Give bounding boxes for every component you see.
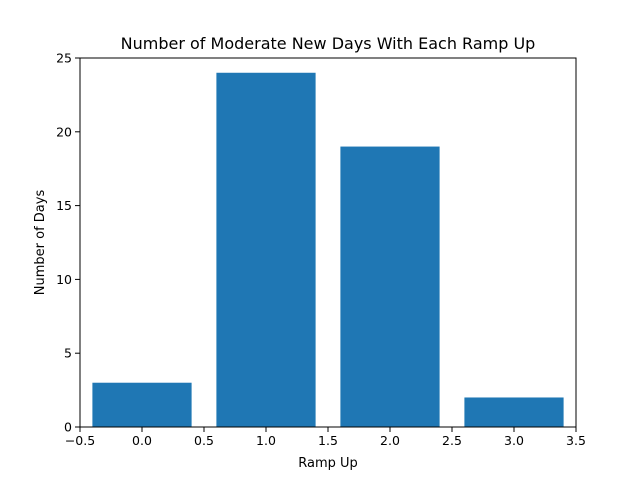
x-ticks: −0.5 0.0 0.5 1.0 1.5 2.0 2.5 3.0 3.5 [65, 427, 586, 448]
bar-3 [464, 397, 564, 427]
y-tick-label: 5 [64, 346, 72, 361]
bar-0 [92, 382, 192, 427]
x-tick-label: 1.5 [318, 433, 338, 448]
plot-area: −0.5 0.0 0.5 1.0 1.5 2.0 2.5 3.0 3.5 0 5 10 15 20 25 [56, 51, 586, 449]
y-tick-label: 10 [56, 272, 72, 287]
axes-frame [79, 57, 577, 428]
x-tick-label: 1.0 [256, 433, 276, 448]
x-tick-label: 0.0 [132, 433, 152, 448]
x-tick-label: 0.5 [194, 433, 214, 448]
y-tick-label: 25 [56, 51, 72, 66]
x-tick-label: 3.5 [566, 433, 586, 448]
y-tick-label: 20 [56, 124, 72, 139]
y-tick-label: 15 [56, 198, 72, 213]
chart-title: Number of Moderate New Days With Each Ra… [121, 34, 536, 53]
y-ticks: 0 5 10 15 20 25 [56, 51, 80, 435]
y-tick-label: 0 [64, 420, 72, 435]
x-tick-label: 2.0 [380, 433, 400, 448]
x-axis-label: Ramp Up [298, 456, 358, 471]
x-tick-label: 3.0 [504, 433, 524, 448]
bar-2 [340, 146, 440, 427]
x-tick-label: 2.5 [442, 433, 462, 448]
y-axis-label: Number of Days [33, 190, 48, 296]
bars-group [92, 72, 564, 427]
bar-1 [216, 72, 316, 427]
x-tick-label: −0.5 [65, 433, 95, 448]
